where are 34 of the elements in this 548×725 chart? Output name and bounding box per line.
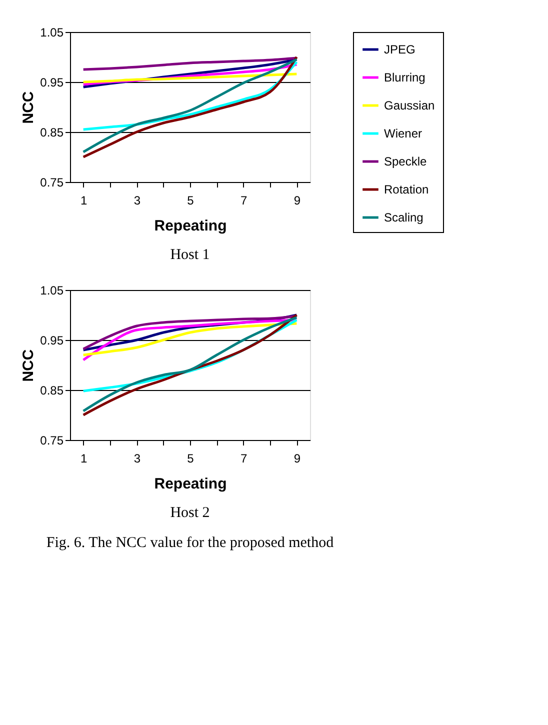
y-tick-label: 0.95 [40, 76, 64, 90]
x-tick-label: 9 [294, 194, 301, 208]
text: Host 2 [170, 505, 210, 521]
x-axis-title: Repeating [154, 218, 227, 234]
y-tick-label: 0.75 [40, 434, 64, 448]
y-tick-label: 0.85 [40, 126, 64, 140]
x-tick-label: 5 [187, 194, 194, 208]
legend-label: Blurring [384, 70, 426, 84]
legend-label: Wiener [384, 126, 422, 140]
y-tick-label: 0.75 [40, 176, 64, 190]
line-series [82, 56, 298, 71]
legend-label: JPEG [384, 42, 416, 56]
text: Host 1 [170, 247, 210, 263]
y-axis-title: NCC [20, 349, 38, 382]
y-tick-label: 0.85 [40, 384, 64, 398]
legend-label: Speckle [384, 154, 428, 168]
x-tick-label: 7 [240, 194, 248, 208]
x-tick-label: 3 [134, 452, 141, 466]
x-tick-label: 1 [80, 194, 88, 208]
legend-label: Rotation [384, 182, 429, 196]
y-tick-label: 0.95 [40, 334, 64, 348]
x-tick-label: 3 [134, 194, 141, 208]
x-tick-label: 9 [294, 452, 301, 466]
caption: Fig. 6. The NCC value for the proposed method [46, 535, 334, 551]
line-series [82, 72, 298, 84]
x-axis-title: Repeating [154, 476, 227, 492]
y-axis-title: NCC [20, 91, 38, 124]
legend-label: Gaussian [384, 98, 435, 112]
x-tick-label: 1 [80, 452, 88, 466]
legend-label: Scaling [384, 210, 424, 224]
x-tick-label: 7 [240, 452, 248, 466]
x-tick-label: 5 [187, 452, 194, 466]
y-tick-label: 1.05 [40, 26, 64, 40]
y-tick-label: 1.05 [40, 284, 64, 298]
